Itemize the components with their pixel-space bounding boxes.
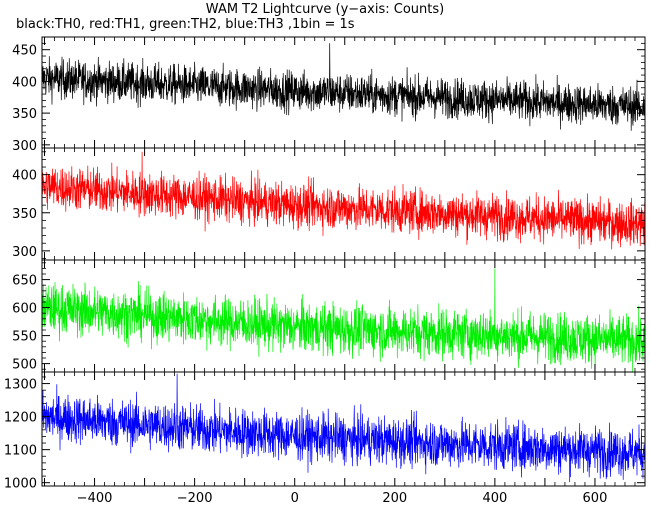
x-tick-label: 400 xyxy=(482,491,507,505)
chart-title: WAM T2 Lightcurve (y−axis: Counts) xyxy=(205,2,445,17)
y-tick-label: 550 xyxy=(12,330,37,345)
series-line-th3 xyxy=(42,373,645,483)
y-tick-label: 650 xyxy=(12,274,37,289)
series-line-th2 xyxy=(42,268,645,372)
series-line-th0 xyxy=(42,43,645,131)
panel-frame xyxy=(41,371,646,487)
y-tick-label: 1100 xyxy=(4,444,37,459)
x-tick-label: 0 xyxy=(291,491,299,505)
y-tick-label: 1300 xyxy=(4,378,37,393)
y-tick-label: 1200 xyxy=(4,411,37,426)
x-tick-label: 600 xyxy=(583,491,608,505)
x-tick-label: 200 xyxy=(382,491,407,505)
y-tick-label: 500 xyxy=(12,358,37,373)
x-tick-label: −400 xyxy=(77,491,113,505)
y-tick-label: 350 xyxy=(12,207,37,222)
y-tick-label: 400 xyxy=(12,75,37,90)
y-tick-label: 400 xyxy=(12,169,37,184)
y-tick-label: 450 xyxy=(12,44,37,59)
series-line-th1 xyxy=(42,151,645,250)
chart-subtitle: black:TH0, red:TH1, green:TH2, blue:TH3 … xyxy=(16,17,355,32)
y-tick-label: 350 xyxy=(12,107,37,122)
y-tick-label: 1000 xyxy=(4,477,37,492)
y-tick-label: 300 xyxy=(12,139,37,154)
y-tick-label: 300 xyxy=(12,245,37,260)
x-tick-label: −200 xyxy=(177,491,213,505)
y-tick-label: 600 xyxy=(12,302,37,317)
